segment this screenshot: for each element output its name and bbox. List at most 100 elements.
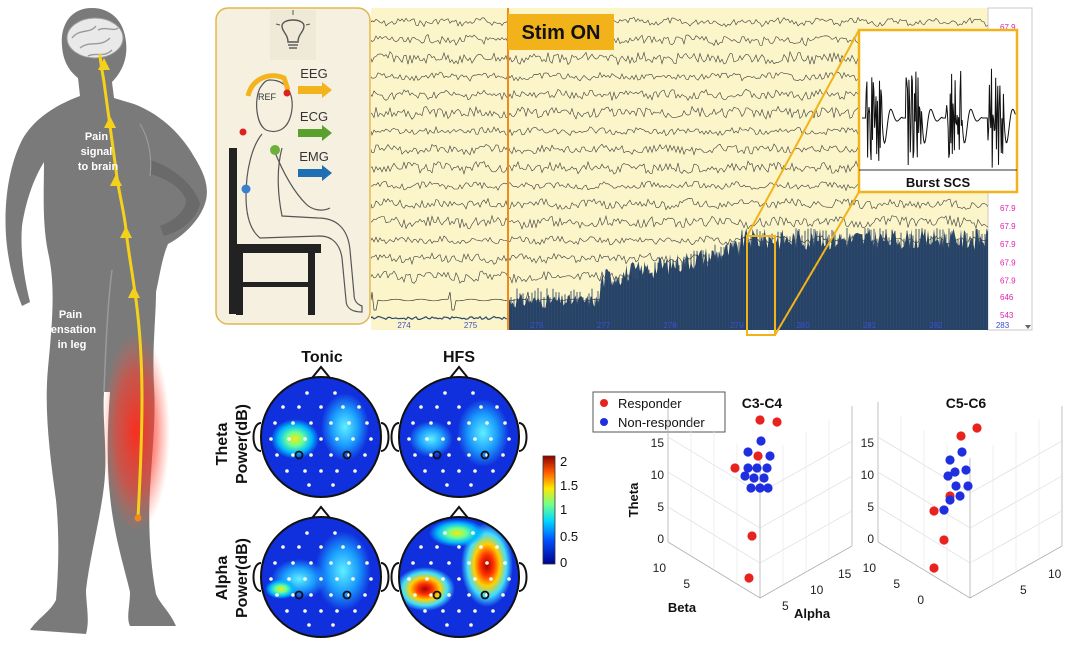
electrode-dot (447, 561, 451, 565)
burst-wave-path (862, 68, 1016, 168)
channel-scale-value: 67.9 (1000, 276, 1016, 285)
electrode-dot (419, 545, 423, 549)
electrode-dot (407, 577, 411, 581)
electrode-dot (319, 609, 323, 613)
electrode-dot (435, 545, 439, 549)
electrode-dot (309, 561, 313, 565)
responder-point (772, 417, 782, 427)
alpha-tick: 5 (782, 599, 789, 613)
non-responder-point (943, 471, 953, 481)
electrode-dot (275, 593, 279, 597)
electrode-dot (443, 531, 447, 535)
row-title-alpha: Alpha (214, 556, 231, 601)
electrode-dot (369, 577, 373, 581)
theta-tick: 5 (657, 500, 664, 514)
electrode-dot (473, 609, 477, 613)
legend-label-responder: Responder (618, 396, 682, 411)
c4-marker (480, 450, 490, 460)
topomap-theta-hfs (390, 365, 528, 498)
time-tick-label: 275 (464, 321, 478, 330)
electrode-dot (329, 561, 333, 565)
electrode-dot (495, 545, 499, 549)
electrode-dot (303, 609, 307, 613)
electrode-dot (269, 577, 273, 581)
electrode-dot (309, 453, 313, 457)
electrode-dot (413, 453, 417, 457)
electrode-dot (503, 561, 507, 565)
signal-label-eeg: EEG (300, 66, 327, 81)
arrow-right-icon (298, 125, 332, 141)
electrode-dot (489, 437, 493, 441)
non-responder-point (746, 483, 756, 493)
electrode-dot (423, 469, 427, 473)
electrode-dot (281, 545, 285, 549)
responder-point (744, 573, 754, 583)
channel-scale-value: 67.9 (1000, 240, 1016, 249)
signal-label-emg: EMG (299, 149, 329, 164)
non-responder-point (945, 455, 955, 465)
electrode-dot (471, 531, 475, 535)
time-tick-label: 276 (530, 321, 544, 330)
eeg-channel-trace (371, 197, 988, 211)
zoom-callout-line (746, 29, 860, 237)
electrode-dot (331, 483, 335, 487)
electrode-dot (485, 561, 489, 565)
channel-scale-value: 646 (1000, 293, 1014, 302)
responder-point (730, 463, 740, 473)
theta-tick: 10 (651, 468, 665, 482)
legend-label-non-responder: Non-responder (618, 415, 705, 430)
time-tick-label: 274 (397, 321, 411, 330)
scatter3d-figure: Responder Non-responder C3-C4 15 10 5 0 10 5 15… (592, 391, 1063, 621)
electrode-dot (335, 437, 339, 441)
electrode-dot (425, 437, 429, 441)
electrode-dot (333, 531, 337, 535)
beta-axis-label: Beta (668, 600, 697, 615)
electrode-dot (319, 545, 323, 549)
electrode-dot (281, 405, 285, 409)
beta-tick: 10 (863, 561, 877, 575)
electrode-dot (411, 421, 415, 425)
electrode-dot (467, 561, 471, 565)
electrode-dot (329, 593, 333, 597)
zoom-region-box (746, 235, 776, 336)
zoom-callout-line (774, 191, 860, 336)
electrode-dot (303, 469, 307, 473)
electrode-dot (335, 609, 339, 613)
responder-point (956, 431, 966, 441)
scatter-panel-c5-c6: C5-C6 15 10 5 0 10 5 0 10 5 (861, 395, 1063, 607)
scatter-panel-title: C3-C4 (742, 395, 783, 411)
electrode-dot (335, 469, 339, 473)
electrode-dot (319, 437, 323, 441)
brain-icon (66, 17, 124, 59)
seated-person (245, 79, 363, 313)
electrode-dot (473, 577, 477, 581)
electrode-dot (303, 437, 307, 441)
electrode-dot (441, 609, 445, 613)
scatter-legend: Responder Non-responder (592, 391, 726, 433)
electrode-dot (485, 421, 489, 425)
electrode-dot (369, 437, 373, 441)
scroll-down-icon (1025, 325, 1031, 329)
non-responder-point (756, 436, 766, 446)
electrode-dot (445, 483, 449, 487)
ecg-electrode (270, 145, 280, 155)
electrode-dot (351, 437, 355, 441)
electrode-dot (291, 421, 295, 425)
electrode-dot (457, 545, 461, 549)
electrode-dot (501, 593, 505, 597)
colorbar: 2 1.5 1 0.5 0 (542, 454, 578, 570)
time-tick-label: 279 (730, 321, 744, 330)
electrode-dot (347, 421, 351, 425)
electrode-dot (429, 593, 433, 597)
row-title-alpha-unit: Power(dB) (234, 538, 251, 618)
electrode-dot (353, 609, 357, 613)
electrode-dot (469, 623, 473, 627)
baseline-trace (371, 315, 509, 321)
time-tick-label: 278 (663, 321, 677, 330)
alpha-tick: 5 (1020, 583, 1027, 597)
stim-on-label: Stim ON (522, 22, 601, 44)
electrode-dot (333, 391, 337, 395)
signal-arrows: EEG ECG EMG (298, 66, 332, 181)
beta-tick: 0 (917, 593, 924, 607)
channel-scale-value: 67.9 (1000, 204, 1016, 213)
